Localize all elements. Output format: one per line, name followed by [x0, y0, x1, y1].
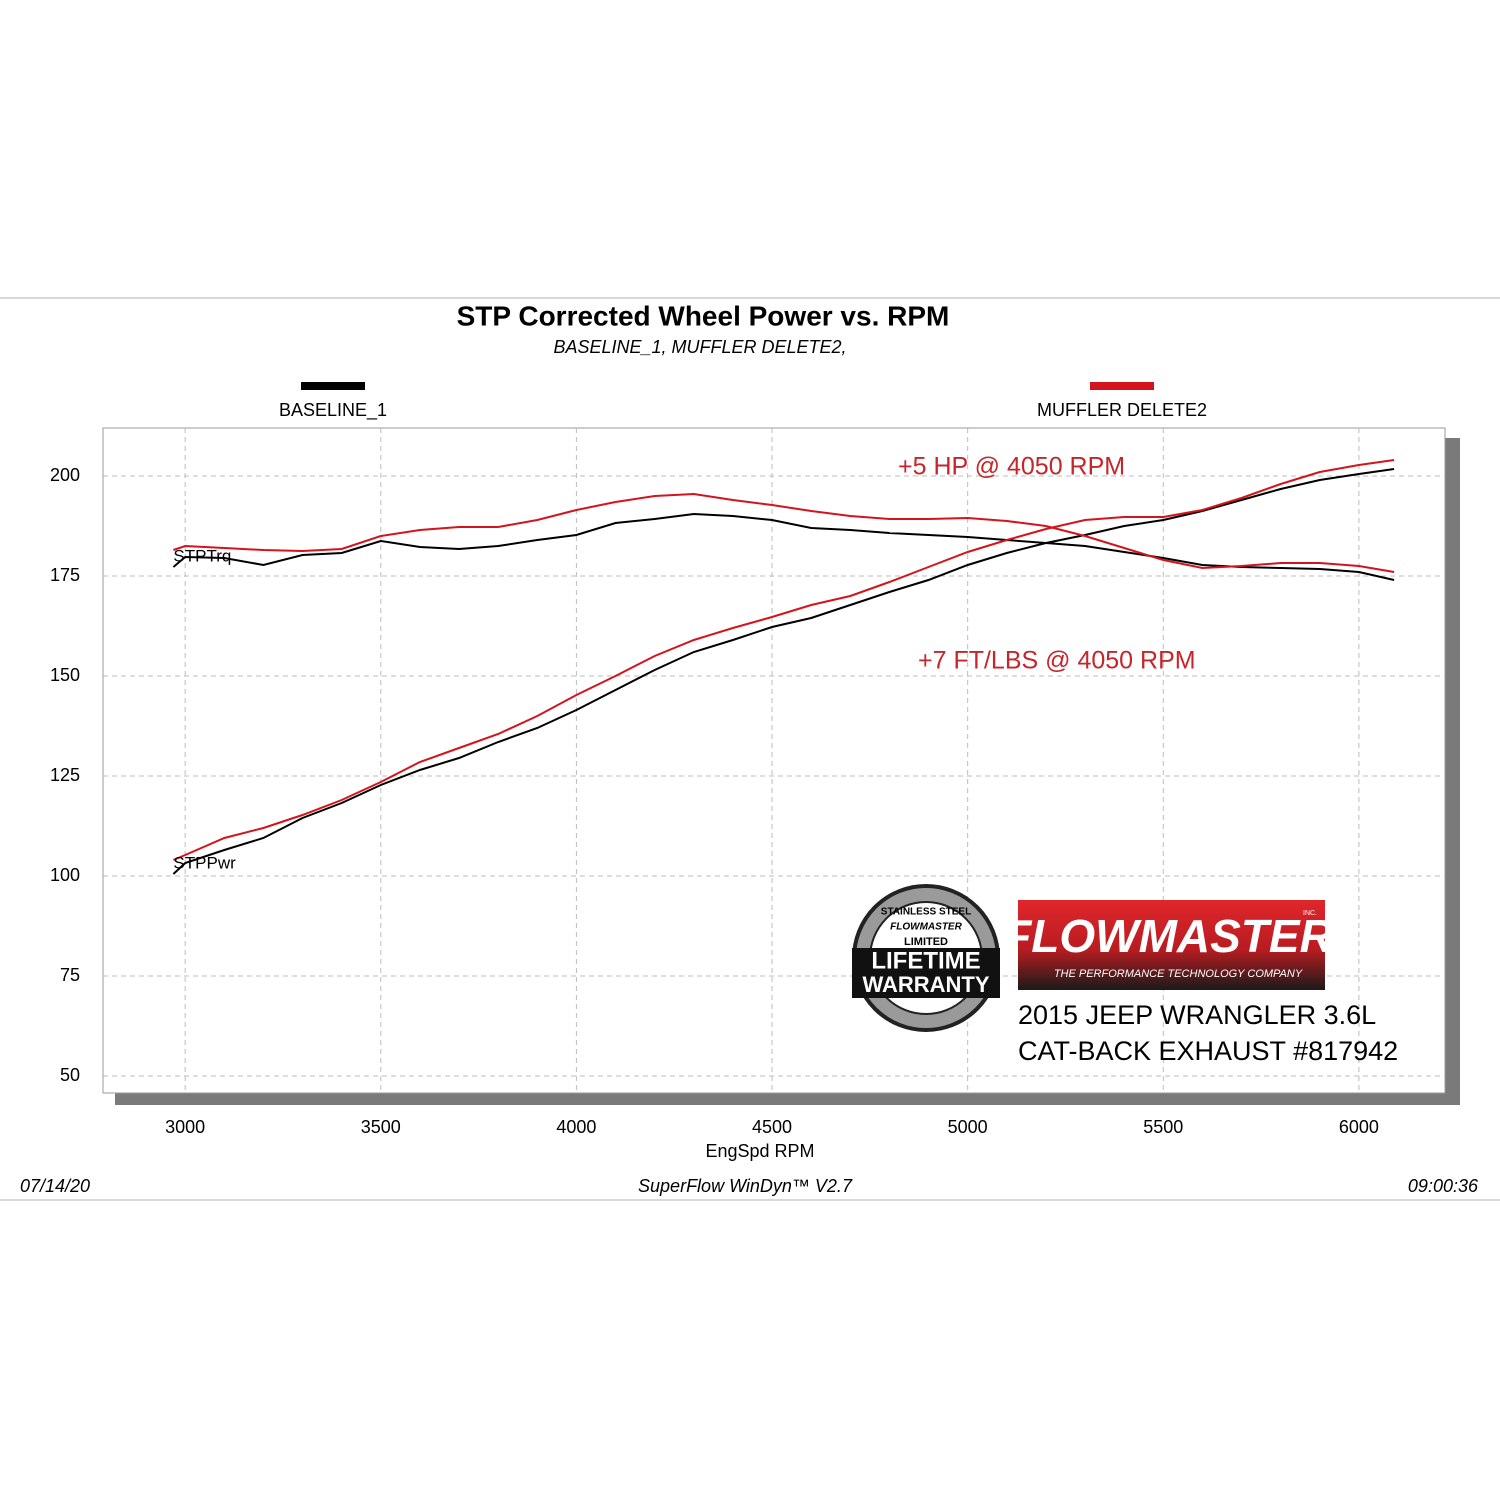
curve-label: STPTrq [173, 546, 231, 565]
x-tick-label: 4500 [752, 1117, 792, 1137]
logo-box [1018, 900, 1325, 990]
x-tick-label: 3000 [165, 1117, 205, 1137]
x-tick-label: 3500 [361, 1117, 401, 1137]
flowmaster-logo: FLOWMASTER INC. THE PERFORMANCE TECHNOLO… [1003, 900, 1333, 990]
x-tick-label: 5500 [1143, 1117, 1183, 1137]
warranty-badge: STAINLESS STEEL FLOWMASTER LIMITED LIFET… [852, 884, 1000, 1032]
x-tick-label: 5000 [948, 1117, 988, 1137]
y-tick-label: 150 [50, 665, 80, 685]
caption: 2015 JEEP WRANGLER 3.6L [1018, 1000, 1376, 1030]
footer-date: 07/14/20 [20, 1176, 90, 1196]
badge-text: FLOWMASTER [890, 922, 962, 933]
logo-text: FLOWMASTER [1003, 910, 1333, 962]
chart-title: STP Corrected Wheel Power vs. RPM [457, 300, 950, 331]
badge-text: LIFETIME [871, 947, 980, 974]
x-tick-label: 4000 [556, 1117, 596, 1137]
data-line [173, 492, 1395, 573]
plot-area [102, 427, 1446, 1094]
badge-text: WARRANTY [862, 972, 989, 997]
legend-label: BASELINE_1 [279, 400, 387, 421]
plot-shadow [1445, 438, 1460, 1105]
annotation: +5 HP @ 4050 RPM [898, 453, 1125, 481]
plot-shadow [115, 1093, 1460, 1105]
curve-label: STPPwr [173, 853, 236, 872]
y-tick-label: 125 [50, 765, 80, 785]
badge-text: STAINLESS STEEL [881, 907, 971, 918]
y-tick-label: 50 [60, 1065, 80, 1085]
badge-ribbon [852, 948, 1000, 998]
y-tick-label: 175 [50, 565, 80, 585]
footer-time: 09:00:36 [1408, 1176, 1479, 1196]
legend-swatch [1090, 382, 1154, 390]
chart-subtitle: BASELINE_1, MUFFLER DELETE2, [553, 337, 846, 357]
x-axis-label: EngSpd RPM [705, 1141, 814, 1161]
y-tick-label: 75 [60, 965, 80, 985]
logo-tagline: THE PERFORMANCE TECHNOLOGY COMPANY [1054, 968, 1303, 980]
plot: 50 75 100 125 150 175 200 3000 3500 4000 4500 5000 5… [50, 382, 1445, 1137]
legend-swatch [301, 382, 365, 390]
x-tick-label: 6000 [1339, 1117, 1379, 1137]
logo-inc: INC. [1303, 910, 1317, 917]
y-tick-label: 200 [50, 465, 80, 485]
legend-label: MUFFLER DELETE2 [1037, 400, 1207, 420]
badge-text: LIMITED [904, 936, 948, 948]
footer-software: SuperFlow WinDyn™ V2.7 [638, 1176, 853, 1196]
data-line [173, 459, 1395, 861]
data-line [172, 512, 1395, 581]
caption: CAT-BACK EXHAUST #817942 [1018, 1036, 1398, 1066]
y-tick-label: 100 [50, 865, 80, 885]
annotation: +7 FT/LBS @ 4050 RPM [918, 647, 1196, 675]
data-line [172, 468, 1395, 875]
